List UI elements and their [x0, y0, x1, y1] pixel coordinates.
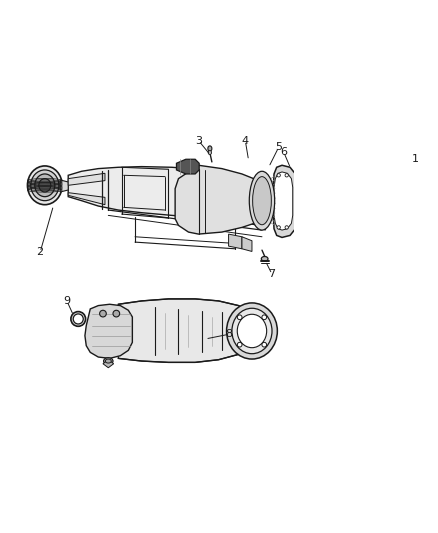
Polygon shape: [68, 192, 105, 205]
Polygon shape: [118, 299, 252, 362]
Text: 1: 1: [412, 154, 419, 164]
Ellipse shape: [285, 174, 288, 177]
Ellipse shape: [237, 342, 242, 347]
Text: 3: 3: [195, 135, 202, 146]
Ellipse shape: [237, 315, 242, 320]
Ellipse shape: [105, 359, 111, 363]
Polygon shape: [85, 304, 132, 358]
Ellipse shape: [39, 179, 51, 192]
Text: 4: 4: [242, 135, 249, 146]
Text: 9: 9: [64, 296, 71, 306]
Polygon shape: [274, 172, 293, 230]
Ellipse shape: [31, 170, 59, 201]
Ellipse shape: [232, 308, 272, 354]
Polygon shape: [242, 237, 252, 252]
Polygon shape: [60, 180, 68, 192]
Polygon shape: [103, 360, 113, 368]
Ellipse shape: [71, 312, 85, 326]
Text: 6: 6: [280, 147, 287, 157]
Ellipse shape: [277, 174, 280, 177]
Ellipse shape: [249, 171, 275, 230]
Ellipse shape: [277, 226, 280, 229]
Ellipse shape: [262, 342, 267, 347]
Ellipse shape: [35, 174, 55, 197]
Ellipse shape: [226, 303, 277, 359]
Text: 5: 5: [275, 142, 282, 152]
Polygon shape: [273, 165, 297, 237]
Ellipse shape: [104, 358, 113, 365]
Ellipse shape: [208, 146, 212, 151]
Ellipse shape: [262, 315, 267, 320]
Polygon shape: [68, 167, 265, 230]
Ellipse shape: [28, 166, 62, 205]
Polygon shape: [177, 159, 199, 174]
Ellipse shape: [261, 256, 268, 261]
Text: 7: 7: [268, 269, 276, 279]
Text: 8: 8: [225, 329, 232, 340]
Ellipse shape: [285, 226, 288, 229]
Ellipse shape: [253, 176, 272, 225]
Ellipse shape: [113, 310, 120, 317]
Ellipse shape: [73, 314, 83, 324]
Ellipse shape: [208, 150, 212, 155]
Text: 2: 2: [37, 247, 44, 257]
Polygon shape: [175, 165, 276, 234]
Polygon shape: [68, 173, 105, 185]
Polygon shape: [229, 234, 242, 249]
Ellipse shape: [99, 310, 106, 317]
Ellipse shape: [237, 314, 267, 348]
